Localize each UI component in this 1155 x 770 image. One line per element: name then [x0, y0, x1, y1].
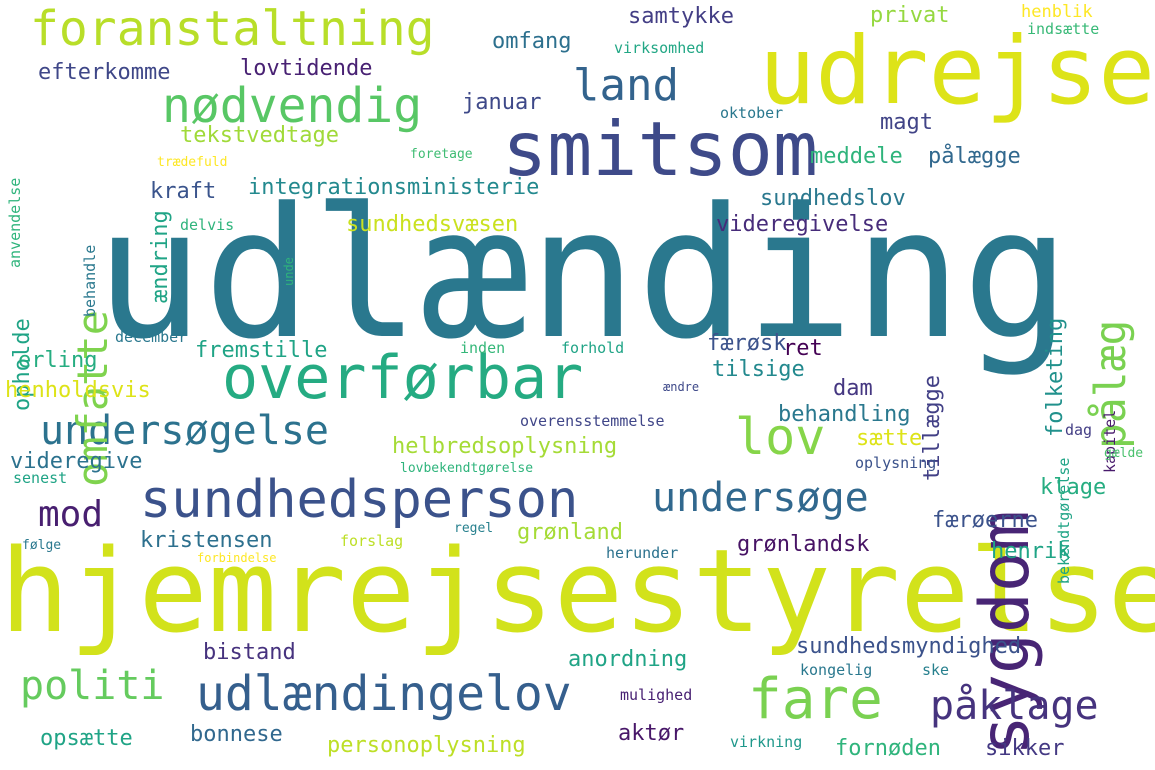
- word-tilsige: tilsige: [712, 357, 805, 382]
- word-magt: magt: [880, 110, 933, 135]
- word-forslag: forslag: [340, 532, 404, 550]
- word-sundhedsperson: sundhedsperson: [140, 470, 579, 530]
- word-behandle: behandle: [81, 244, 99, 317]
- word-efterkomme: efterkomme: [38, 60, 171, 85]
- word-virksomhed: virksomhed: [614, 39, 705, 57]
- word-mod: mod: [38, 494, 104, 535]
- word-videregive: videregive: [10, 449, 143, 474]
- word-udrejse: udrejse: [758, 17, 1155, 126]
- word-erling: erling: [18, 348, 98, 373]
- word-senest: senest: [13, 469, 68, 487]
- word-anvendelse: anvendelse: [6, 177, 24, 268]
- word-helbredsoplysning: helbredsoplysning: [392, 434, 618, 459]
- word-undersoege: undersøge: [652, 475, 869, 521]
- word-opsaette: opsætte: [40, 726, 133, 751]
- word-bonnese: bonnese: [190, 722, 283, 747]
- word-oplysning: oplysning: [855, 454, 937, 472]
- word-undersoegelse: undersøgelse: [40, 408, 329, 454]
- word-fornoeden: fornøden: [835, 736, 941, 761]
- word-traedefuld: trædefuld: [157, 155, 228, 170]
- word-overensstemmelse: overensstemmelse: [520, 412, 665, 430]
- word-privat: privat: [870, 3, 950, 28]
- word-groenland: grønland: [517, 520, 623, 545]
- word-overfoerbar: overførbar: [222, 343, 584, 413]
- word-inden: inden: [460, 339, 506, 357]
- word-foelge: følge: [22, 538, 62, 553]
- word-mulighed: mulighed: [620, 686, 693, 704]
- word-klage: klage: [1040, 475, 1107, 500]
- word-lovtidende: lovtidende: [240, 56, 373, 81]
- word-groenlandsk: grønlandsk: [737, 532, 870, 557]
- word-kongelig: kongelig: [800, 661, 873, 679]
- word-sundhedsmyndighed: sundhedsmyndighed: [796, 634, 1022, 659]
- word-personoplysning: personoplysning: [327, 733, 526, 758]
- word-faeroeerne: færøerne: [932, 508, 1038, 533]
- word-indsaette: indsætte: [1027, 20, 1100, 38]
- word-noedvendig: nødvendig: [162, 78, 423, 134]
- word-behandling: behandling: [778, 402, 911, 427]
- word-oktober: oktober: [720, 104, 784, 122]
- word-december: december: [115, 328, 188, 346]
- word-politi: politi: [20, 663, 165, 709]
- word-kristensen: kristensen: [140, 528, 273, 553]
- word-lov: lov: [735, 408, 826, 466]
- word-regel: regel: [454, 521, 494, 536]
- word-forhold: forhold: [561, 339, 625, 357]
- word-fare: fare: [748, 667, 883, 732]
- word-samtykke: samtykke: [628, 4, 734, 29]
- word-videregivelse: videregivelse: [716, 212, 889, 237]
- word-dag: dag: [1065, 421, 1093, 439]
- word-integrationsministerie: integrationsministerie: [248, 175, 540, 200]
- word-faeroesk: færøsk: [707, 331, 787, 356]
- word-meddele: meddele: [810, 144, 903, 169]
- word-foranstaltning: foranstaltning: [30, 1, 435, 57]
- word-lovbekendtgoerelse: lovbekendtgørelse: [400, 461, 534, 476]
- word-saette: sætte: [856, 426, 923, 451]
- word-omfang: omfang: [492, 29, 572, 54]
- word-ske: ske: [922, 661, 950, 679]
- word-sikker: sikker: [985, 736, 1065, 761]
- word-henblik: henblik: [1021, 2, 1093, 22]
- word-henholdsvis: henholdsvis: [5, 378, 151, 403]
- word-forbindelse: forbindelse: [197, 551, 277, 565]
- word-januar: januar: [462, 90, 542, 115]
- word-foretage: foretage: [410, 147, 473, 162]
- word-udlaending: udlænding: [95, 170, 1071, 379]
- word-dam: dam: [833, 376, 873, 401]
- word-sundhedsvaesen: sundhedsvæsen: [346, 212, 519, 237]
- word-smitsom: smitsom: [502, 105, 819, 193]
- word-hjemrejsestyrelse: hjemrejsestyrelse: [0, 525, 1155, 659]
- word-ret: ret: [783, 336, 823, 361]
- word-udlaendingelov: udlændingelov: [196, 666, 572, 722]
- word-unde: unde: [282, 257, 296, 286]
- word-bistand: bistand: [203, 640, 296, 665]
- word-kraft: kraft: [150, 179, 217, 204]
- word-anordning: anordning: [568, 647, 688, 672]
- word-aendring: ændring: [148, 210, 173, 303]
- word-tekstvedtage: tekstvedtage: [180, 123, 339, 148]
- word-folketing: folketing: [1043, 317, 1068, 437]
- word-fremstille: fremstille: [195, 338, 328, 363]
- word-virkning: virkning: [730, 733, 803, 751]
- word-herunder: herunder: [606, 544, 679, 562]
- word-henrik: henrik: [991, 539, 1071, 564]
- word-paaklage: påklage: [930, 683, 1099, 729]
- word-land: land: [573, 60, 679, 111]
- word-sundhedslov: sundhedslov: [760, 186, 906, 211]
- word-kapitel: kapitel: [1101, 409, 1119, 473]
- word-delvis: delvis: [180, 216, 235, 234]
- word-aktoer: aktør: [618, 721, 685, 746]
- word-paalaegge: pålægge: [928, 144, 1021, 169]
- word-gaelde: gælde: [1104, 446, 1144, 461]
- word-aendre: ændre: [663, 380, 700, 394]
